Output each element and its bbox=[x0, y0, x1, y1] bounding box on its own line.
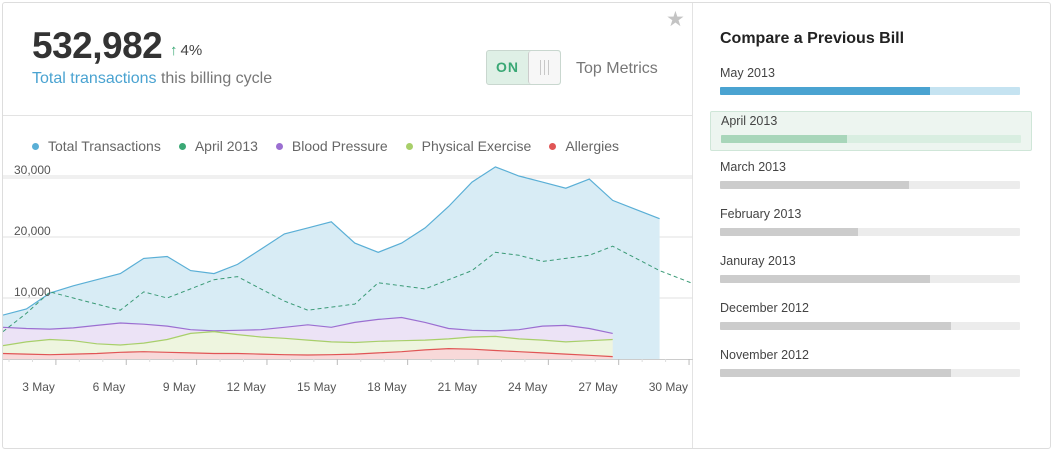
toggle-knob[interactable] bbox=[528, 51, 560, 84]
bill-label: May 2013 bbox=[720, 66, 775, 80]
area-allergies bbox=[3, 348, 613, 359]
bill-item[interactable]: May 2013 bbox=[710, 64, 1032, 104]
bill-label: February 2013 bbox=[720, 207, 802, 221]
divider bbox=[3, 115, 693, 116]
legend-label: Blood Pressure bbox=[291, 138, 388, 154]
bill-label: Januray 2013 bbox=[720, 254, 796, 268]
legend-label: Total Transactions bbox=[48, 138, 161, 154]
star-icon[interactable]: ★ bbox=[666, 8, 685, 31]
bill-progress-fill bbox=[720, 369, 951, 377]
bill-progress-track bbox=[720, 369, 1020, 377]
bill-item[interactable]: February 2013 bbox=[710, 205, 1032, 245]
x-tick-label: 9 May bbox=[163, 380, 196, 394]
y-tick-label: 30,000 bbox=[14, 163, 51, 177]
legend-label: April 2013 bbox=[194, 138, 258, 154]
x-tick-label: 27 May bbox=[578, 380, 617, 394]
x-tick-label: 12 May bbox=[227, 380, 266, 394]
line-exercise bbox=[3, 330, 613, 347]
bill-progress-fill bbox=[721, 135, 847, 143]
legend-label: Physical Exercise bbox=[421, 138, 532, 154]
x-tick-label: 15 May bbox=[297, 380, 336, 394]
legend-dot-icon bbox=[405, 142, 413, 150]
legend-dot-icon bbox=[549, 142, 557, 150]
bill-progress-fill bbox=[720, 322, 951, 330]
bill-item[interactable]: November 2012 bbox=[710, 346, 1032, 386]
x-tick-label: 21 May bbox=[438, 380, 477, 394]
legend-dot-icon bbox=[32, 142, 39, 150]
kpi-value: 532,982 bbox=[32, 25, 163, 66]
legend-item[interactable]: Allergies bbox=[549, 138, 619, 154]
bill-progress-track bbox=[720, 228, 1020, 236]
bill-item[interactable]: December 2012 bbox=[710, 299, 1032, 339]
compare-title: Compare a Previous Bill bbox=[720, 30, 905, 47]
bill-label: March 2013 bbox=[720, 160, 787, 174]
subtitle-rest: this billing cycle bbox=[156, 70, 273, 87]
bill-progress-fill bbox=[720, 87, 930, 95]
transactions-area-chart: 10,000 20,000 30,000 3 May 6 May 9 May 12 May 1… bbox=[3, 163, 693, 394]
bill-progress-track bbox=[720, 87, 1020, 95]
legend-item[interactable]: Blood Pressure bbox=[275, 138, 388, 154]
bill-progress-track bbox=[720, 275, 1020, 283]
kpi: 532,982 ↑ 4% bbox=[32, 25, 202, 67]
bill-label: November 2012 bbox=[720, 348, 809, 362]
area-total bbox=[3, 166, 660, 359]
bill-progress-track bbox=[720, 181, 1020, 189]
legend-dot-icon bbox=[178, 142, 186, 150]
kpi-change-value: 4% bbox=[180, 42, 203, 59]
total-transactions-link[interactable]: Total transactions bbox=[32, 70, 157, 87]
arrow-up-icon: ↑ bbox=[170, 42, 178, 59]
toggle-on-label: ON bbox=[496, 59, 519, 75]
x-tick-label: 30 May bbox=[649, 380, 688, 394]
x-tick-label: 18 May bbox=[367, 380, 406, 394]
bill-item[interactable]: Januray 2013 bbox=[710, 252, 1032, 292]
top-metrics-toggle[interactable]: ON bbox=[486, 50, 561, 85]
bill-label: April 2013 bbox=[721, 114, 778, 128]
kpi-subtitle: Total transactions this billing cycle bbox=[32, 70, 272, 88]
line-pressure bbox=[3, 316, 613, 334]
legend-dot-icon bbox=[275, 142, 283, 150]
y-tick-label: 20,000 bbox=[14, 224, 51, 238]
legend-item[interactable]: Physical Exercise bbox=[405, 138, 532, 154]
bill-progress-fill bbox=[720, 275, 930, 283]
x-tick-label: 6 May bbox=[93, 380, 126, 394]
line-april bbox=[3, 245, 693, 332]
x-tick-label: 3 May bbox=[22, 380, 55, 394]
bill-label: December 2012 bbox=[720, 301, 809, 315]
top-metrics-label: Top Metrics bbox=[576, 60, 658, 77]
y-tick-label: 10,000 bbox=[14, 285, 51, 299]
x-tick-label: 24 May bbox=[508, 380, 547, 394]
kpi-change: ↑ 4% bbox=[170, 42, 202, 59]
bill-progress-track bbox=[720, 322, 1020, 330]
legend-item[interactable]: April 2013 bbox=[178, 138, 258, 154]
bill-progress-track bbox=[721, 135, 1021, 143]
bill-progress-fill bbox=[720, 228, 858, 236]
bill-item[interactable]: April 2013 bbox=[710, 111, 1032, 151]
line-total bbox=[3, 166, 660, 316]
compare-panel: Compare a Previous Bill May 2013 April 20… bbox=[693, 3, 1050, 448]
bill-item[interactable]: March 2013 bbox=[710, 158, 1032, 198]
line-allergies bbox=[3, 347, 613, 358]
bill-progress-fill bbox=[720, 181, 909, 189]
legend-label: Allergies bbox=[565, 138, 620, 154]
metrics-panel: ★ 532,982 ↑ 4% Total transactions this bi… bbox=[3, 3, 693, 448]
chart-legend: Total Transactions April 2013 Blood Pressu… bbox=[32, 138, 619, 154]
legend-item[interactable]: Total Transactions bbox=[32, 138, 161, 154]
